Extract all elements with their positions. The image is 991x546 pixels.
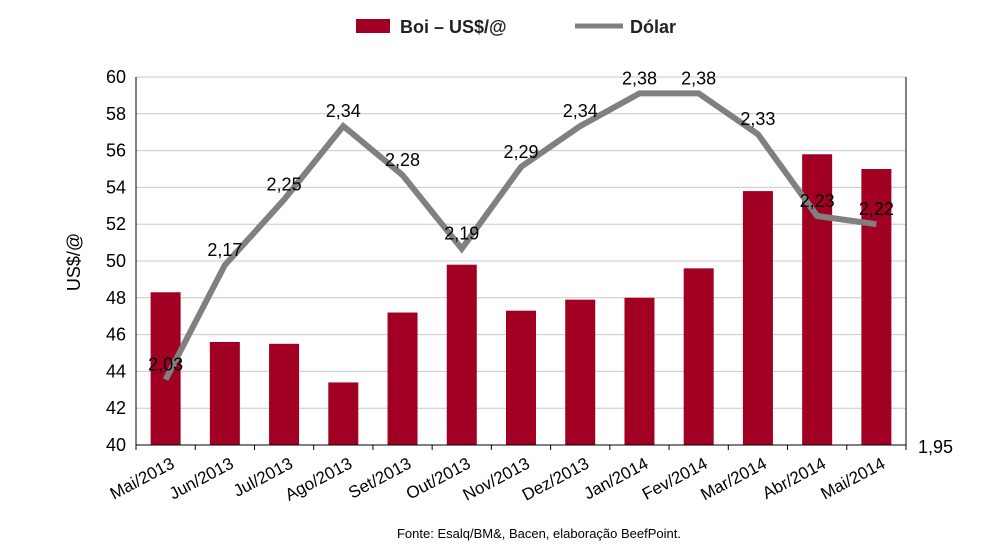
data-label: 2,19	[444, 224, 479, 244]
y-tick-label: 58	[106, 104, 126, 124]
y-axis-title: US$/@	[64, 233, 84, 291]
y-tick-label: 42	[106, 398, 126, 418]
legend-label-dolar: Dólar	[630, 17, 676, 37]
bar	[269, 343, 300, 445]
data-label: 2,22	[859, 199, 894, 219]
bar	[446, 264, 477, 445]
data-label: 2,25	[267, 175, 302, 195]
bar	[565, 299, 596, 445]
y-right-tick: 1,95	[918, 437, 953, 457]
y-tick-label: 56	[106, 141, 126, 161]
x-tick-label: Dez/2013	[519, 454, 592, 505]
data-label: 2,28	[385, 150, 420, 170]
source-note: Fonte: Esalq/BM&, Bacen, elaboração Beef…	[397, 526, 681, 541]
data-label: 2,38	[681, 68, 716, 88]
x-axis-ticks: Mai/2013Jun/2013Jul/2013Ago/2013Set/2013…	[107, 454, 888, 505]
data-label: 2,34	[563, 101, 598, 121]
legend-swatch-boi	[356, 19, 390, 33]
legend: Boi – US$/@ Dólar	[356, 17, 676, 37]
dolar-line	[162, 90, 877, 381]
y-tick-label: 44	[106, 361, 126, 381]
x-tick-label: Jun/2013	[166, 454, 237, 504]
x-tick-label: Nov/2013	[460, 454, 533, 505]
data-label: 2,23	[800, 191, 835, 211]
x-tick-label: Jan/2014	[581, 454, 652, 504]
x-tick-label: Fev/2014	[639, 454, 711, 504]
x-tick-label: Mai/2013	[107, 454, 178, 504]
bar	[328, 382, 359, 445]
data-labels: 2,03 2,17 2,25 2,34 2,28 2,19 2,29 2,34 2,38 2,38…	[148, 68, 894, 374]
x-tick-label: Mar/2014	[697, 454, 769, 504]
bar	[683, 268, 714, 445]
bar-series	[150, 154, 892, 445]
data-label: 2,33	[740, 109, 775, 129]
data-label: 2,29	[503, 142, 538, 162]
data-label: 2,34	[326, 101, 361, 121]
bar	[150, 292, 181, 445]
x-tick-label: Abr/2014	[759, 454, 829, 503]
y-tick-label: 50	[106, 251, 126, 271]
line-series	[162, 90, 877, 381]
bar	[742, 191, 773, 445]
x-tick-label: Ago/2013	[282, 454, 355, 505]
y-tick-label: 48	[106, 288, 126, 308]
data-label: 2,17	[207, 240, 242, 260]
axes	[135, 77, 907, 450]
data-label: 2,03	[148, 355, 183, 375]
legend-label-boi: Boi – US$/@	[400, 17, 507, 37]
bar	[861, 169, 892, 445]
bar	[624, 297, 655, 445]
y-tick-label: 60	[106, 67, 126, 87]
data-label: 2,38	[622, 68, 657, 88]
bar	[506, 310, 536, 445]
y-tick-label: 46	[106, 325, 126, 345]
bar	[209, 341, 240, 445]
bar	[387, 312, 418, 445]
y-tick-label: 52	[106, 214, 126, 234]
y-axis-ticks: 40 42 44 46 48 50 52 54 56 58 60	[106, 67, 126, 455]
x-tick-label: Set/2013	[345, 454, 414, 503]
y-tick-label: 54	[106, 177, 126, 197]
y-tick-label: 40	[106, 435, 126, 455]
x-tick-label: Mai/2014	[818, 454, 889, 504]
